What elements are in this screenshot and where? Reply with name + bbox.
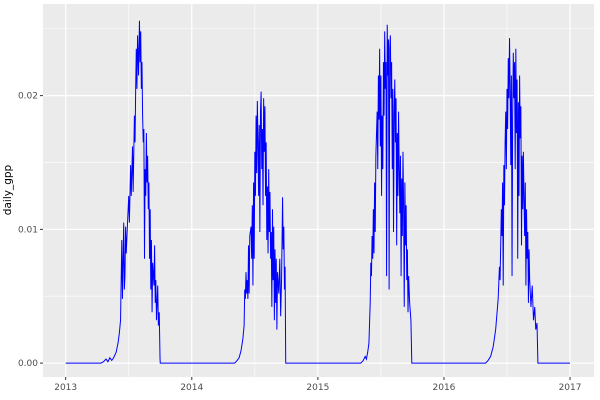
y-tick-label: 0.01 bbox=[18, 225, 38, 235]
x-tick-label: 2016 bbox=[433, 383, 456, 393]
x-tick-label: 2014 bbox=[180, 383, 203, 393]
data-line-group bbox=[65, 20, 571, 364]
x-axis-tick-labels: 2013 2014 2015 2016 2017 bbox=[54, 383, 581, 393]
axis-ticks bbox=[40, 95, 571, 380]
y-tick-label: 0.02 bbox=[18, 92, 38, 102]
y-tick-label: 0.00 bbox=[18, 359, 38, 369]
x-tick-label: 2017 bbox=[559, 383, 582, 393]
major-gridlines bbox=[43, 4, 594, 377]
y-axis-tick-labels: 0.00 0.01 0.02 bbox=[18, 92, 38, 369]
y-axis-title: daily_gpp bbox=[2, 164, 14, 215]
x-tick-label: 2015 bbox=[306, 383, 329, 393]
gpp-line bbox=[65, 20, 571, 364]
x-tick-label: 2013 bbox=[54, 383, 77, 393]
minor-gridlines bbox=[43, 4, 594, 377]
